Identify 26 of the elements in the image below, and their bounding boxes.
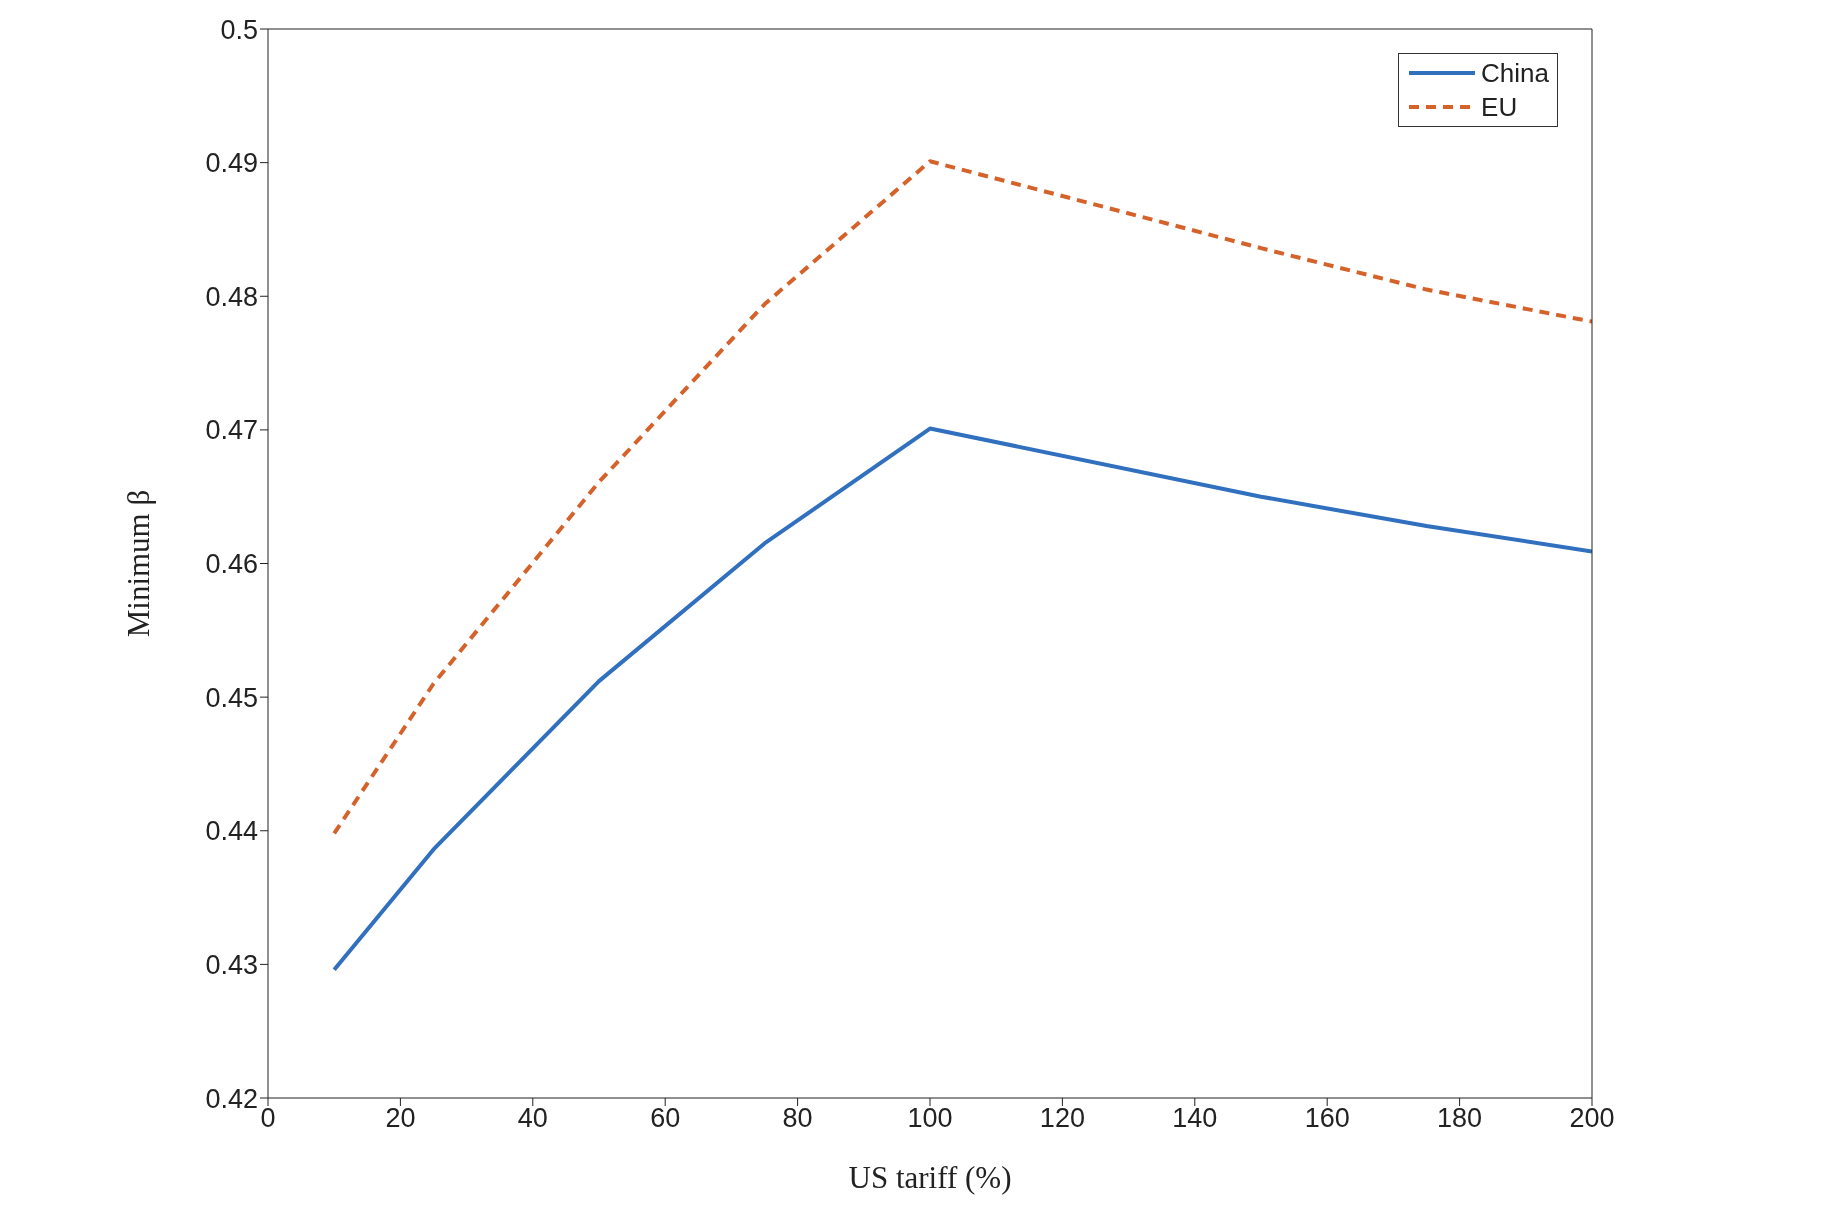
x-tick-label: 160: [1304, 1103, 1350, 1134]
y-tick-label: 0.5: [220, 14, 258, 45]
line-series: [332, 426, 1592, 972]
x-tick-label: 200: [1569, 1103, 1615, 1134]
line-series: [332, 159, 1592, 836]
y-tick-label: 0.47: [205, 415, 258, 446]
y-tick-label: 0.48: [205, 281, 258, 312]
legend-label: China: [1481, 57, 1549, 90]
y-axis-title: Minimum β: [121, 489, 157, 638]
x-tick-label: 0: [260, 1103, 276, 1134]
y-tick-label: 0.42: [205, 1083, 258, 1114]
y-tick-label: 0.45: [205, 682, 258, 713]
y-tick-label: 0.49: [205, 148, 258, 179]
x-tick-label: 20: [385, 1103, 416, 1134]
x-axis-title: US tariff (%): [848, 1160, 1012, 1195]
y-tick-label: 0.44: [205, 816, 258, 847]
legend-label: EU: [1481, 91, 1518, 124]
x-tick-label: 120: [1039, 1103, 1085, 1134]
x-tick-label: 80: [782, 1103, 813, 1134]
y-tick-label: 0.43: [205, 949, 258, 980]
x-tick-label: 180: [1437, 1103, 1483, 1134]
x-tick-label: 40: [517, 1103, 548, 1134]
y-tick-label: 0.46: [205, 549, 258, 580]
x-tick-label: 60: [650, 1103, 681, 1134]
x-tick-label: 100: [907, 1103, 953, 1134]
x-tick-label: 140: [1172, 1103, 1218, 1134]
